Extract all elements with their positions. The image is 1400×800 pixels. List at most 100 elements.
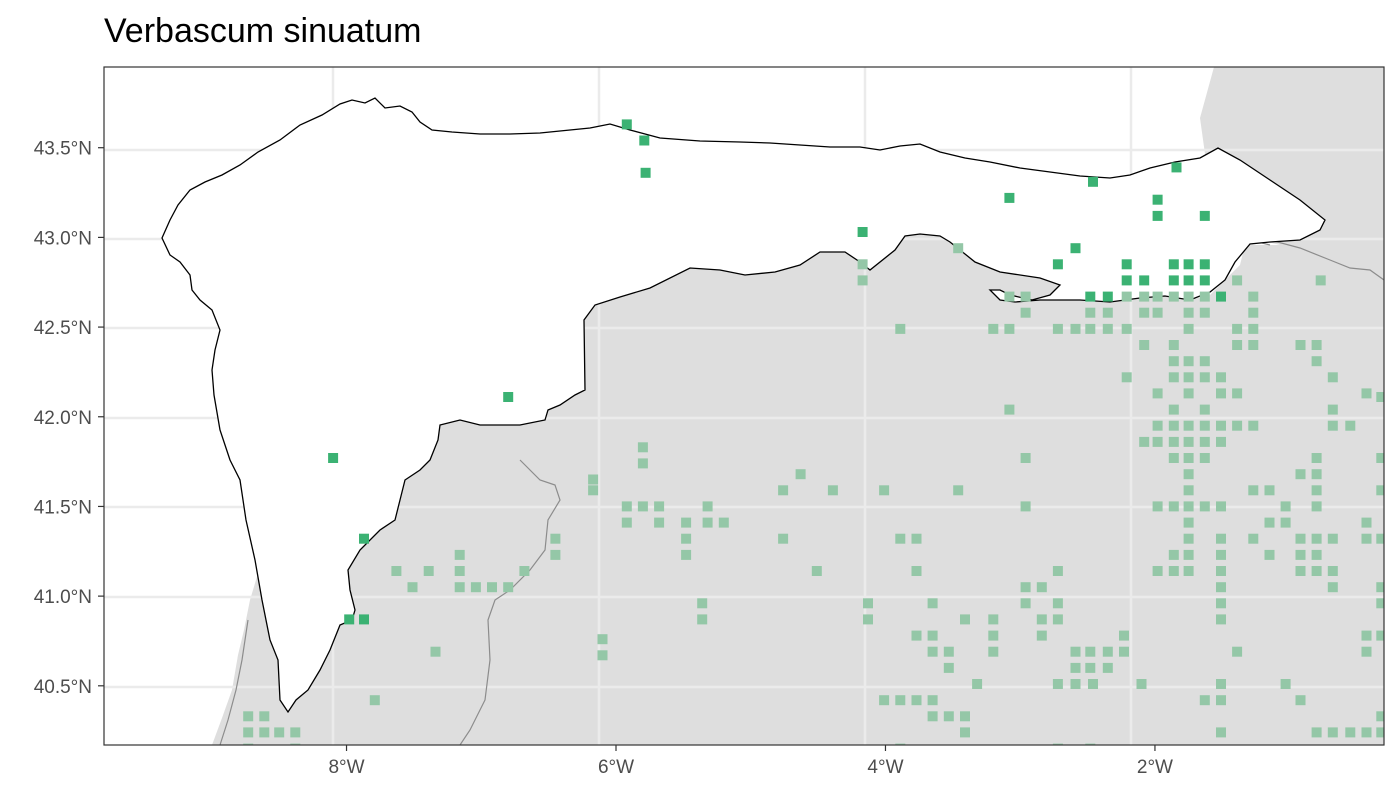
occurrence-point-outside — [243, 743, 254, 745]
occurrence-point-in-region — [344, 614, 355, 625]
occurrence-point-outside — [1168, 340, 1179, 350]
occurrence-point-outside — [1152, 501, 1163, 512]
occurrence-point-in-region — [1121, 259, 1132, 270]
occurrence-point-in-region — [1199, 275, 1210, 286]
france-land — [1200, 67, 1384, 745]
occurrence-point-outside — [1102, 323, 1113, 334]
occurrence-point-outside — [795, 469, 806, 480]
occurrence-point-outside — [1102, 646, 1113, 657]
occurrence-point-in-region — [1004, 192, 1015, 203]
occurrence-point-outside — [1183, 566, 1194, 576]
occurrence-point-outside — [550, 533, 561, 544]
occurrence-point-outside — [503, 582, 514, 593]
occurrence-point-outside — [1345, 727, 1356, 738]
occurrence-point-outside — [1183, 372, 1194, 383]
x-tick-label: 2°W — [1137, 757, 1173, 778]
occurrence-point-outside — [943, 662, 954, 673]
occurrence-point-in-region — [1085, 291, 1096, 302]
occurrence-point-outside — [863, 614, 873, 625]
occurrence-point-outside — [1376, 727, 1384, 738]
occurrence-point-outside — [1183, 420, 1194, 431]
x-tick-label: 4°W — [867, 757, 903, 778]
occurrence-point-outside — [960, 727, 970, 738]
occurrence-point-outside — [1361, 727, 1372, 738]
occurrence-point-outside — [1345, 420, 1356, 431]
occurrence-point-outside — [1216, 614, 1226, 625]
occurrence-point-outside — [1280, 501, 1291, 512]
occurrence-point-outside — [1248, 323, 1259, 334]
occurrence-point-outside — [960, 711, 970, 722]
occurrence-point-outside — [1232, 340, 1243, 350]
occurrence-point-outside — [1376, 711, 1384, 722]
occurrence-point-outside — [1020, 307, 1031, 318]
occurrence-point-outside — [1139, 340, 1150, 350]
occurrence-point-outside — [1139, 307, 1150, 318]
occurrence-point-outside — [1070, 662, 1081, 673]
occurrence-point-in-region — [639, 135, 650, 146]
y-tick-label: 42.5°N — [34, 318, 92, 339]
occurrence-point-outside — [1376, 598, 1384, 609]
occurrence-point-outside — [911, 695, 922, 706]
occurrence-point-outside — [1139, 291, 1150, 302]
y-tick-label: 40.5°N — [34, 677, 92, 698]
occurrence-point-outside — [1361, 533, 1372, 544]
occurrence-point-outside — [1232, 323, 1243, 334]
occurrence-point-outside — [1152, 420, 1163, 431]
occurrence-point-outside — [1232, 646, 1243, 657]
occurrence-point-outside — [1311, 469, 1322, 480]
occurrence-point-outside — [1264, 517, 1275, 528]
occurrence-point-outside — [1248, 340, 1259, 350]
occurrence-point-outside — [550, 549, 561, 560]
occurrence-point-outside — [895, 695, 906, 706]
occurrence-point-outside — [454, 549, 465, 560]
occurrence-point-outside — [1311, 501, 1322, 512]
occurrence-point-outside — [927, 695, 938, 706]
y-tick-label: 43.5°N — [34, 139, 92, 160]
occurrence-point-in-region — [1216, 291, 1226, 302]
occurrence-point-outside — [1199, 501, 1210, 512]
occurrence-point-outside — [1168, 372, 1179, 383]
occurrence-point-outside — [1199, 291, 1210, 302]
occurrence-point-outside — [597, 650, 608, 661]
occurrence-point-outside — [1216, 388, 1226, 399]
occurrence-point-outside — [1152, 307, 1163, 318]
occurrence-point-outside — [1052, 679, 1063, 689]
occurrence-point-outside — [274, 727, 285, 738]
occurrence-point-in-region — [1102, 291, 1113, 302]
occurrence-point-outside — [1168, 291, 1179, 302]
x-tick-label: 6°W — [598, 757, 634, 778]
occurrence-point-outside — [1052, 743, 1063, 745]
occurrence-point-in-region — [621, 119, 632, 130]
occurrence-point-outside — [1183, 307, 1194, 318]
occurrence-point-outside — [702, 517, 713, 528]
occurrence-point-outside — [681, 549, 692, 560]
occurrence-point-outside — [454, 582, 465, 593]
occurrence-point-outside — [430, 646, 441, 657]
occurrence-point-outside — [1280, 679, 1291, 689]
occurrence-point-outside — [1295, 533, 1306, 544]
occurrence-point-outside — [1311, 549, 1322, 560]
occurrence-point-outside — [1020, 598, 1031, 609]
occurrence-point-outside — [1070, 323, 1081, 334]
occurrence-point-outside — [1136, 679, 1147, 689]
occurrence-point-outside — [1361, 646, 1372, 657]
x-tick-label: 8°W — [328, 757, 364, 778]
occurrence-point-in-region — [1183, 259, 1194, 270]
occurrence-point-in-region — [1152, 194, 1163, 205]
occurrence-point-outside — [1216, 695, 1226, 706]
occurrence-point-outside — [1311, 533, 1322, 544]
occurrence-point-outside — [1152, 436, 1163, 447]
occurrence-point-in-region — [328, 453, 339, 463]
occurrence-point-outside — [1199, 356, 1210, 367]
y-axis: 43.5°N 43.0°N 42.5°N 42.0°N 41.5°N 41.0°N 40.5… — [34, 139, 104, 698]
y-tick-label: 42.0°N — [34, 408, 92, 429]
occurrence-point-outside — [778, 485, 789, 496]
occurrence-point-outside — [1168, 420, 1179, 431]
occurrence-point-outside — [895, 743, 906, 745]
occurrence-point-outside — [1052, 323, 1063, 334]
occurrence-point-outside — [1183, 469, 1194, 480]
occurrence-point-outside — [1248, 533, 1259, 544]
occurrence-point-outside — [1183, 485, 1194, 496]
occurrence-point-outside — [953, 485, 964, 496]
occurrence-point-in-region — [1199, 259, 1210, 270]
